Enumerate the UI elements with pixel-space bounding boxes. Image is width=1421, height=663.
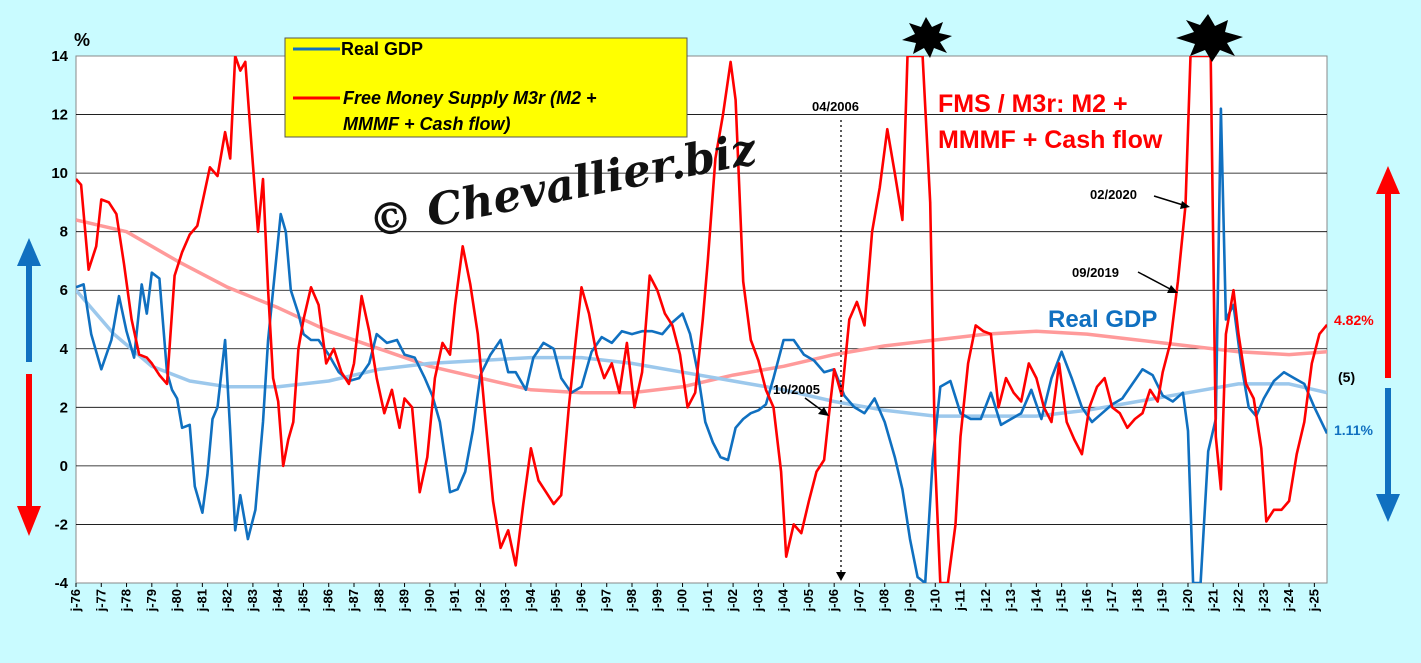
x-tick-label: j-76 xyxy=(68,589,83,612)
x-tick-label: j-05 xyxy=(801,589,816,612)
x-tick-label: j-16 xyxy=(1079,589,1094,612)
x-tick-label: j-99 xyxy=(649,589,664,612)
x-axis-ticks: j-76 j-77 j-78 j-79 j-80 j-81 j-82 j-83 j-84 j-85… xyxy=(68,583,1321,612)
annotation-02-2020: 02/2020 xyxy=(1090,187,1137,202)
x-tick-label: j-88 xyxy=(371,589,386,612)
x-tick-label: j-06 xyxy=(826,589,841,612)
x-tick-label: j-77 xyxy=(93,589,108,612)
x-tick-label: j-81 xyxy=(194,589,209,612)
x-tick-label: j-97 xyxy=(599,589,614,612)
x-tick-label: j-21 xyxy=(1205,589,1220,612)
down-arrow-icon-left xyxy=(17,374,41,536)
arrowhead-09-2019 xyxy=(1167,285,1178,293)
fms-label-line2: MMMF + Cash flow xyxy=(938,126,1163,154)
y-tick-label: -4 xyxy=(55,575,69,592)
x-tick-label: j-10 xyxy=(927,589,942,612)
down-arrow-icon-right xyxy=(1376,388,1400,522)
x-tick-label: j-02 xyxy=(725,589,740,612)
x-tick-label: j-89 xyxy=(397,589,412,612)
x-tick-label: j-83 xyxy=(245,589,260,612)
up-arrow-icon-left xyxy=(17,238,41,362)
x-tick-label: j-18 xyxy=(1129,589,1144,612)
note-5: (5) xyxy=(1338,369,1355,385)
x-tick-label: j-24 xyxy=(1281,588,1296,612)
legend-label-fms-line2: MMMF + Cash flow) xyxy=(343,114,511,134)
x-tick-label: j-12 xyxy=(978,589,993,612)
x-tick-label: j-17 xyxy=(1104,589,1119,612)
legend-label-gdp: Real GDP xyxy=(341,39,423,59)
x-tick-label: j-96 xyxy=(573,589,588,612)
arrow-02-2020 xyxy=(1153,195,1184,206)
x-tick-label: j-22 xyxy=(1231,589,1246,612)
x-tick-label: j-78 xyxy=(119,589,134,612)
x-tick-label: j-87 xyxy=(346,589,361,612)
x-tick-label: j-11 xyxy=(953,589,968,612)
x-tick-label: j-13 xyxy=(1003,589,1018,612)
y-axis-ticks: 14 12 10 8 6 4 2 0 -2 -4 xyxy=(51,48,68,592)
x-tick-label: j-79 xyxy=(144,589,159,612)
x-tick-label: j-15 xyxy=(1054,589,1069,612)
x-tick-label: j-00 xyxy=(675,589,690,612)
y-tick-label: 8 xyxy=(60,224,68,241)
x-tick-label: j-86 xyxy=(321,589,336,612)
y-tick-label: 4 xyxy=(60,341,69,358)
x-tick-label: j-95 xyxy=(548,589,563,612)
legend-box xyxy=(284,37,688,138)
arrowhead-10-2005 xyxy=(818,407,829,416)
arrow-10-2005 xyxy=(804,397,825,413)
burst-icon-2009 xyxy=(902,17,952,58)
x-tick-label: j-09 xyxy=(902,589,917,612)
x-tick-label: j-90 xyxy=(422,589,437,612)
x-tick-label: j-03 xyxy=(750,589,765,612)
series-line-fms-trend xyxy=(76,218,1327,395)
y-tick-label: 12 xyxy=(51,107,68,124)
annotation-09-2019: 09/2019 xyxy=(1072,265,1119,280)
arrow-09-2019 xyxy=(1137,271,1173,291)
annotation-04-2006: 04/2006 xyxy=(812,99,859,114)
y-tick-label: 2 xyxy=(60,399,68,416)
arrowhead-02-2020 xyxy=(1180,201,1190,209)
gdp-label: Real GDP xyxy=(1048,306,1157,333)
x-tick-label: j-01 xyxy=(700,589,715,612)
last-value-fms: 4.82% xyxy=(1334,312,1374,328)
x-tick-label: j-04 xyxy=(776,588,791,612)
x-tick-label: j-98 xyxy=(624,589,639,612)
y-tick-label: -2 xyxy=(55,516,68,533)
y-tick-label: 14 xyxy=(51,48,68,65)
x-tick-label: j-84 xyxy=(270,588,285,612)
y-axis-label: % xyxy=(74,30,90,50)
x-tick-label: j-82 xyxy=(220,589,235,612)
fms-label-line1: FMS / M3r: M2 + xyxy=(938,90,1128,118)
x-tick-label: j-07 xyxy=(851,589,866,612)
x-tick-label: j-19 xyxy=(1155,589,1170,612)
x-tick-label: j-93 xyxy=(498,589,513,612)
x-tick-label: j-94 xyxy=(523,588,538,612)
series-line-fms-m3r xyxy=(76,56,1327,583)
marker-arrowhead-2006 xyxy=(836,572,846,581)
x-tick-label: j-85 xyxy=(295,589,310,612)
series-group xyxy=(76,56,1327,583)
y-tick-label: 6 xyxy=(60,282,68,299)
x-tick-label: j-14 xyxy=(1028,588,1043,612)
x-tick-label: j-20 xyxy=(1180,589,1195,612)
annotation-10-2005: 10/2005 xyxy=(773,382,820,397)
x-tick-label: j-80 xyxy=(169,589,184,612)
burst-icon-2020 xyxy=(1176,14,1243,62)
x-tick-label: j-25 xyxy=(1306,589,1321,612)
x-tick-label: j-08 xyxy=(877,589,892,612)
x-tick-label: j-91 xyxy=(447,589,462,612)
up-arrow-icon-right xyxy=(1376,166,1400,378)
legend-label-fms-line1: Free Money Supply M3r (M2 + xyxy=(343,88,597,108)
y-tick-label: 10 xyxy=(51,165,68,182)
series-line-real-gdp xyxy=(76,107,1327,583)
x-tick-label: j-23 xyxy=(1256,589,1271,612)
y-tick-label: 0 xyxy=(60,458,68,475)
last-value-gdp: 1.11% xyxy=(1334,422,1373,438)
x-tick-label: j-92 xyxy=(472,589,487,612)
